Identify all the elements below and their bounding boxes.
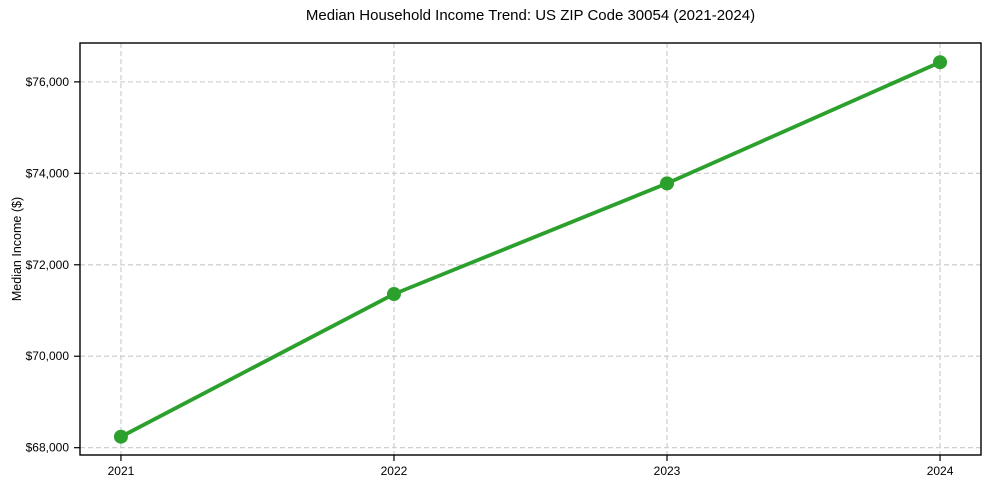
data-point-2023 xyxy=(660,176,675,191)
y-tick-label: $72,000 xyxy=(26,258,70,272)
y-tick-label: $76,000 xyxy=(26,75,70,89)
y-axis-label: Median Income ($) xyxy=(10,196,24,302)
data-point-2021 xyxy=(113,429,128,444)
y-tick-label: $74,000 xyxy=(26,166,70,180)
x-tick-label: 2023 xyxy=(654,464,681,478)
x-tick-label: 2021 xyxy=(108,464,135,478)
data-point-2022 xyxy=(386,287,401,302)
data-point-2024 xyxy=(933,55,948,70)
x-tick-label: 2022 xyxy=(381,464,408,478)
y-tick-label: $68,000 xyxy=(26,441,70,455)
y-tick-label: $70,000 xyxy=(26,349,70,363)
plot-border xyxy=(79,42,982,456)
trend-line xyxy=(119,60,942,439)
x-tick-label: 2024 xyxy=(927,464,954,478)
chart-title: Median Household Income Trend: US ZIP Co… xyxy=(305,7,756,24)
